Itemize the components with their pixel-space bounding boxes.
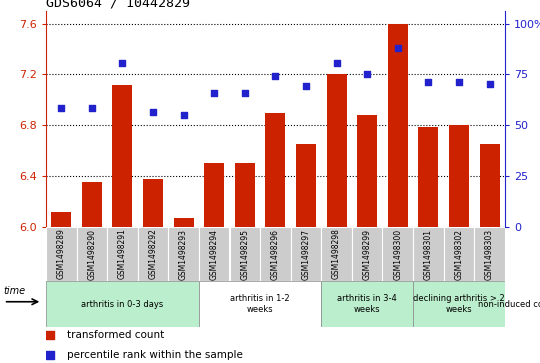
Text: arthritis in 1-2
weeks: arthritis in 1-2 weeks (230, 294, 290, 314)
Point (87, 105, 96, 111)
Bar (449, 125, 469, 363)
Bar (505, 281, 536, 327)
Bar (235, 163, 255, 363)
Text: GSM1498290: GSM1498290 (87, 229, 96, 280)
Point (46, 352, 55, 358)
Bar (46, 281, 199, 327)
Bar (174, 218, 193, 363)
Text: GSM1498298: GSM1498298 (332, 229, 341, 280)
Bar (266, 113, 285, 363)
Text: arthritis in 3-4
weeks: arthritis in 3-4 weeks (338, 294, 397, 314)
Bar (168, 227, 199, 281)
Text: GSM1498293: GSM1498293 (179, 229, 188, 280)
Bar (418, 127, 438, 363)
Bar (199, 227, 230, 281)
Point (118, 60, 127, 66)
Text: GSM1498289: GSM1498289 (57, 229, 66, 280)
Text: GSM1498302: GSM1498302 (455, 229, 463, 280)
Text: non-induced control: non-induced control (478, 299, 540, 309)
Point (240, 90, 249, 96)
Text: declining arthritis > 2
weeks: declining arthritis > 2 weeks (413, 294, 505, 314)
Text: arthritis in 0-3 days: arthritis in 0-3 days (82, 299, 164, 309)
Point (46, 332, 55, 338)
Text: GSM1498295: GSM1498295 (240, 229, 249, 280)
Text: GSM1498300: GSM1498300 (393, 229, 402, 280)
Point (271, 73, 280, 79)
Bar (444, 227, 474, 281)
Bar (260, 227, 291, 281)
Bar (382, 227, 413, 281)
Text: time: time (4, 286, 26, 296)
Bar (230, 227, 260, 281)
Point (363, 71, 372, 77)
Text: GDS6064 / 10442829: GDS6064 / 10442829 (46, 0, 190, 10)
Point (179, 112, 188, 118)
Bar (291, 227, 321, 281)
Text: GSM1498299: GSM1498299 (363, 229, 372, 280)
Text: GSM1498292: GSM1498292 (148, 229, 158, 280)
Point (210, 90, 219, 96)
Text: GSM1498297: GSM1498297 (301, 229, 310, 280)
Bar (474, 227, 505, 281)
Bar (413, 281, 505, 327)
Point (148, 110, 157, 115)
Text: GSM1498303: GSM1498303 (485, 229, 494, 280)
Bar (143, 179, 163, 363)
Bar (352, 227, 382, 281)
Point (57, 105, 65, 111)
Bar (138, 227, 168, 281)
Point (332, 60, 341, 66)
Text: GSM1498296: GSM1498296 (271, 229, 280, 280)
Bar (388, 24, 408, 363)
Bar (82, 183, 102, 363)
Bar (357, 115, 377, 363)
Point (455, 79, 463, 85)
Bar (77, 227, 107, 281)
Text: GSM1498294: GSM1498294 (210, 229, 219, 280)
Point (424, 79, 433, 85)
Text: transformed count: transformed count (66, 330, 164, 340)
Bar (204, 163, 224, 363)
Bar (199, 281, 321, 327)
Text: GSM1498301: GSM1498301 (424, 229, 433, 280)
Bar (327, 74, 347, 363)
Bar (107, 227, 138, 281)
Bar (480, 144, 500, 363)
Bar (112, 85, 132, 363)
Point (394, 45, 402, 50)
Bar (46, 227, 77, 281)
Point (485, 81, 494, 87)
Point (302, 83, 310, 89)
Bar (321, 281, 413, 327)
Bar (413, 227, 444, 281)
Bar (321, 227, 352, 281)
Bar (51, 212, 71, 363)
Bar (296, 144, 316, 363)
Text: percentile rank within the sample: percentile rank within the sample (66, 350, 242, 360)
Text: GSM1498291: GSM1498291 (118, 229, 127, 280)
